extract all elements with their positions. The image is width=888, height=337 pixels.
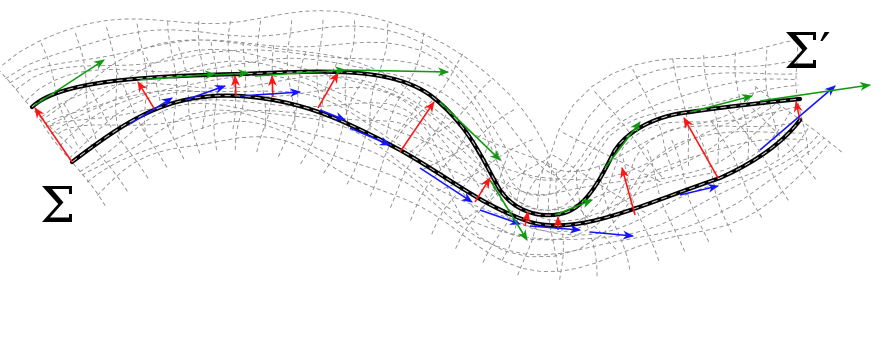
grid-line [79,102,810,236]
upper-tangent-arrows [34,59,872,241]
grid-line [0,10,795,166]
grid-line [386,30,425,134]
surface-curves [29,69,803,228]
grid-line [323,72,369,174]
grid-line [81,109,820,240]
lower-tangent-arrow [759,85,836,151]
grid-line [703,53,720,163]
upper-tangent-arrow [759,82,872,102]
lower-tangent-arrow [419,167,473,203]
grid-line [68,90,791,222]
grid-line [754,85,843,153]
grid-line [15,49,799,197]
grid-line [0,70,73,149]
lower-tangent-arrow [589,230,635,240]
grid-line [727,108,789,201]
lower-tangent-arrow [679,183,720,196]
grid-line [369,98,422,197]
lower-tangent-arrow [529,224,582,234]
grid-line [88,85,149,179]
grid-line [410,127,470,221]
grid-line [517,167,544,276]
grid-line [234,39,247,150]
grid-line [38,118,106,207]
connector-arrow [231,74,240,97]
upper-tangent-arrow [344,67,450,77]
upper-tangent-arrow [604,121,641,169]
grid-line [631,67,673,171]
grid-line [455,152,510,249]
lower-tangent-arrow [239,88,302,98]
connector-arrow [399,101,435,153]
grid-line [369,21,389,131]
grid-line [227,19,237,130]
connector-arrow [521,210,531,227]
upper-tangent-arrow [689,94,754,113]
grid-line [40,39,757,172]
connector-arrow [620,166,636,216]
grid-line [555,169,564,280]
lower-surface-label: Σ [40,176,75,234]
grid-line [346,85,397,185]
grid-line [25,57,799,211]
lower-surface-highlight [71,95,801,226]
grid-line [575,168,598,277]
connector-arrow [683,117,719,179]
upper-tangent-arrow [214,69,250,79]
grid-line [482,161,528,263]
grid-line [646,147,686,252]
connector-arrow [137,81,156,111]
grid-line [50,60,778,196]
grid-line [59,74,782,211]
grid-line [389,113,448,208]
upper-surface-label: Σ′ [784,22,831,80]
lower-tangent-arrow [319,109,347,121]
connector-arrow [34,107,73,163]
connector-arrow [474,177,491,203]
grid-line [41,75,801,229]
grid-line [742,96,817,180]
grid-line [501,160,550,261]
upper-tangent-arrow [254,66,347,77]
connector-arrow [317,72,339,109]
upper-tangent-arrow [439,101,501,161]
grid-line [734,50,750,160]
grid-line [9,39,798,181]
grid-line [546,163,617,250]
grid-line [57,109,805,258]
grid-line [197,19,207,130]
upper-tangent-arrow [489,179,528,241]
connector-arrows [34,72,803,230]
grid-line [5,25,797,176]
lower-surface-curve [69,93,803,228]
lower-tangent-arrow [479,209,522,225]
grid-line [277,50,307,157]
lower-tangent-arrow [184,85,227,101]
lower-tangent-arrows [129,85,836,240]
grid-line [86,120,825,256]
lower-tangent-arrow [129,97,173,125]
dashed-coordinate-grid [0,10,843,280]
grid-line [45,48,771,181]
grid-line [115,69,168,168]
upper-tangent-arrow [554,199,594,216]
upper-tangent-arrow [139,70,217,81]
grid-line [256,43,275,153]
grid-line [49,99,804,241]
grid-line [97,136,831,273]
lower-tangent-arrow [349,127,392,146]
upper-tangent-arrow [34,59,105,106]
